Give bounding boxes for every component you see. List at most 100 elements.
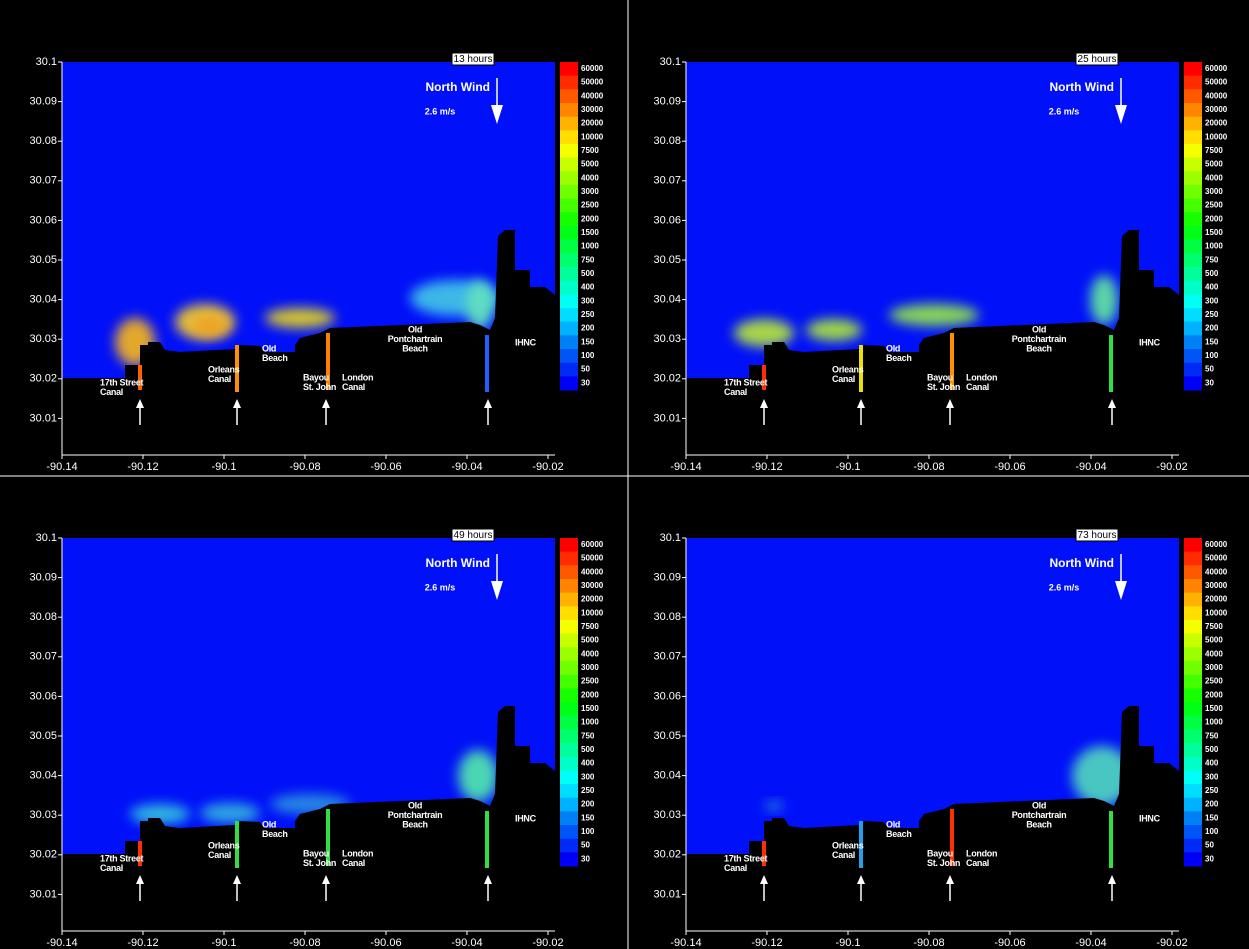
colorbar-label: 20000 (1205, 119, 1228, 128)
colorbar-label: 100 (1205, 827, 1219, 836)
colorbar-label: 750 (1205, 255, 1219, 264)
colorbar-band (560, 688, 578, 702)
colorbar-label: 2000 (1205, 690, 1223, 699)
colorbar-label: 7500 (1205, 622, 1223, 631)
plume (200, 803, 260, 823)
y-tick-label: 30.05 (653, 254, 681, 266)
colorbar-label: 1000 (581, 242, 599, 251)
x-tick-label: -90.04 (1075, 937, 1106, 949)
location-label: Old (408, 324, 422, 334)
colorbar-label: 3000 (1205, 663, 1223, 672)
colorbar-band (560, 62, 578, 76)
colorbar-label: 30000 (581, 105, 604, 114)
colorbar-label: 4000 (581, 173, 599, 182)
location-label: Beach (402, 819, 428, 829)
colorbar-band (1184, 335, 1202, 349)
y-tick-label: 30.05 (29, 730, 57, 742)
plume (192, 317, 228, 335)
colorbar-label: 250 (1205, 310, 1219, 319)
x-tick-label: -90.08 (289, 461, 320, 473)
colorbar-label: 250 (1205, 786, 1219, 795)
colorbar-label: 150 (1205, 337, 1219, 346)
colorbar-band (1184, 688, 1202, 702)
colorbar-label: 300 (581, 296, 595, 305)
location-label: Beach (1026, 819, 1052, 829)
location-label: Orleans (208, 364, 240, 374)
colorbar-band (560, 620, 578, 634)
colorbar-label: 5000 (1205, 160, 1223, 169)
colorbar-band (1184, 376, 1202, 390)
colorbar-label: 400 (1205, 759, 1219, 768)
colorbar-band (1184, 675, 1202, 689)
colorbar-label: 30 (581, 378, 590, 387)
colorbar-band (560, 89, 578, 103)
y-tick-label: 30.1 (36, 56, 57, 68)
y-tick-label: 30.09 (29, 96, 57, 108)
colorbar-label: 40000 (1205, 91, 1228, 100)
y-tick-label: 30.06 (653, 690, 681, 702)
y-tick-label: 30.09 (653, 572, 681, 584)
colorbar-label: 50000 (1205, 78, 1228, 87)
location-label: Canal (342, 858, 365, 868)
colorbar-band (560, 185, 578, 199)
colorbar-band (1184, 281, 1202, 295)
colorbar-band (560, 675, 578, 689)
y-tick-label: 30.02 (653, 373, 681, 385)
y-tick-label: 30.08 (653, 611, 681, 623)
colorbar-label: 5000 (581, 160, 599, 169)
colorbar-band (1184, 852, 1202, 866)
x-tick-label: -90.1 (211, 461, 236, 473)
colorbar-band (1184, 634, 1202, 648)
canal-outflow (1109, 811, 1113, 868)
colorbar-band (560, 702, 578, 716)
x-tick-label: -90.14 (46, 461, 77, 473)
colorbar-label: 50 (1205, 365, 1214, 374)
y-tick-label: 30.02 (29, 373, 57, 385)
colorbar-band (1184, 593, 1202, 607)
y-tick-label: 30.01 (29, 412, 57, 424)
x-tick-label: -90.04 (451, 461, 482, 473)
colorbar-band (560, 552, 578, 566)
colorbar-label: 1500 (1205, 704, 1223, 713)
colorbar-label: 50000 (581, 554, 604, 563)
location-label: St. John (303, 382, 336, 392)
location-label: Canal (100, 863, 123, 873)
colorbar-label: 250 (581, 786, 595, 795)
x-tick-label: -90.06 (994, 937, 1025, 949)
colorbar-label: 1000 (1205, 718, 1223, 727)
colorbar-label: 2000 (1205, 214, 1223, 223)
colorbar-band (560, 253, 578, 267)
colorbar-band (1184, 226, 1202, 240)
colorbar-band (560, 294, 578, 308)
colorbar-label: 2500 (1205, 201, 1223, 210)
colorbar-band (1184, 89, 1202, 103)
location-label: IHNC (1139, 813, 1161, 823)
colorbar-band (1184, 702, 1202, 716)
colorbar-label: 500 (581, 745, 595, 754)
colorbar-band (560, 565, 578, 579)
y-tick-label: 30.05 (29, 254, 57, 266)
colorbar-label: 2000 (581, 214, 599, 223)
colorbar-label: 250 (581, 310, 595, 319)
location-label: Canal (208, 850, 231, 860)
y-tick-label: 30.04 (29, 294, 57, 306)
colorbar-band (560, 661, 578, 675)
location-label: IHNC (515, 337, 537, 347)
colorbar-label: 150 (1205, 813, 1219, 822)
wind-title: North Wind (1049, 556, 1114, 570)
colorbar-band (1184, 538, 1202, 552)
y-tick-label: 30.06 (653, 214, 681, 226)
y-tick-label: 30.07 (653, 651, 681, 663)
colorbar-label: 200 (1205, 324, 1219, 333)
wind-title: North Wind (425, 556, 490, 570)
colorbar-band (1184, 349, 1202, 363)
colorbar-band (1184, 117, 1202, 131)
location-label: Beach (262, 353, 288, 363)
colorbar-label: 40000 (1205, 567, 1228, 576)
colorbar-label: 60000 (1205, 540, 1228, 549)
colorbar-band (1184, 784, 1202, 798)
location-label: Beach (886, 829, 912, 839)
colorbar-band (1184, 158, 1202, 172)
plume (1090, 275, 1118, 325)
colorbar-band (1184, 185, 1202, 199)
